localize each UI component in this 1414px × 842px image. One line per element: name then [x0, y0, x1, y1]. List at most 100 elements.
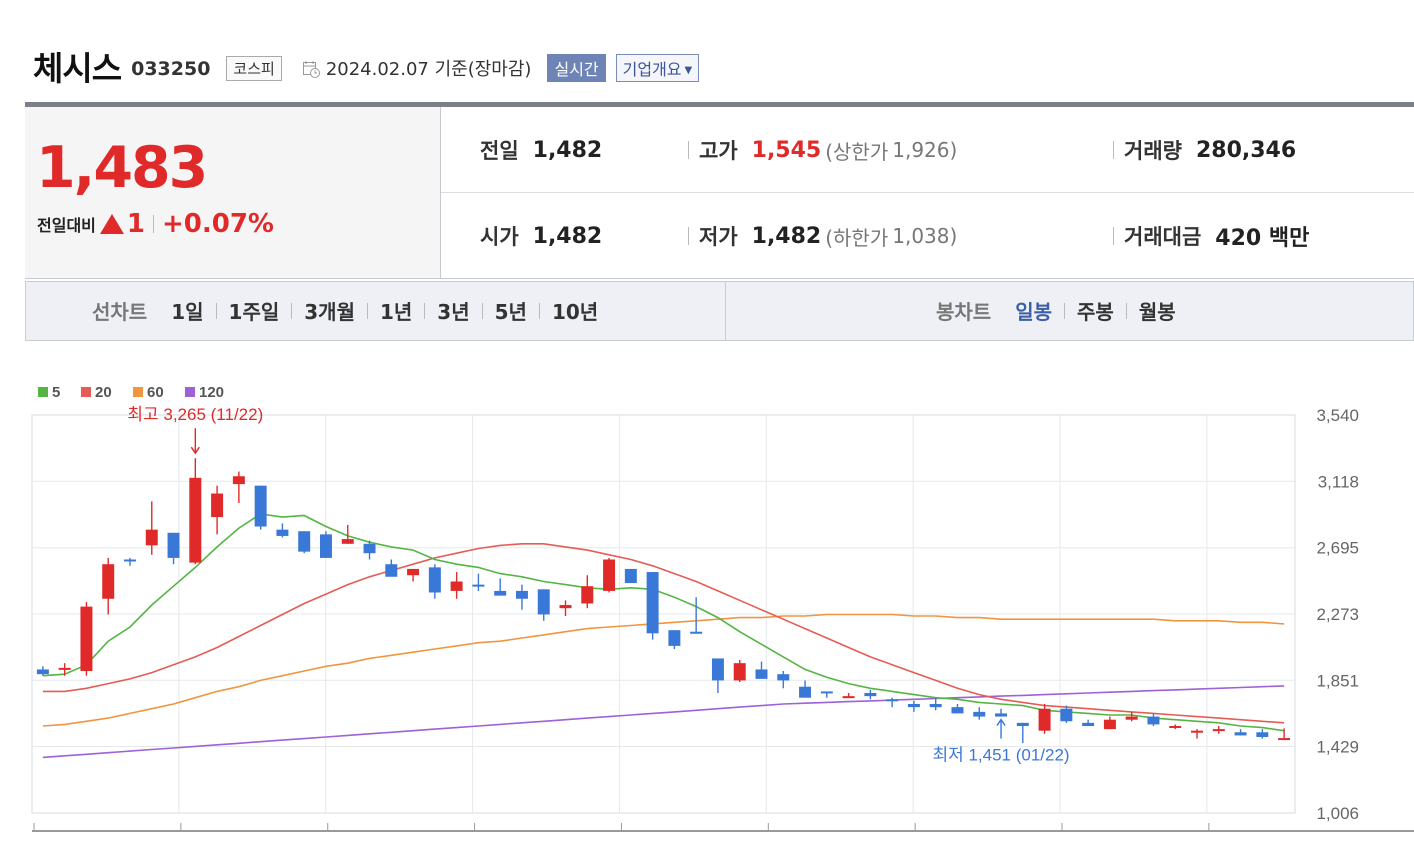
y-tick-label: 2,695 — [1316, 539, 1359, 558]
candle-body — [559, 605, 572, 609]
stat-prev-close: 전일 1,482 — [480, 135, 602, 165]
stat-label: 저가 — [699, 225, 738, 249]
candle-body — [1212, 729, 1225, 732]
ma60-line — [42, 613, 1285, 727]
ma20-line — [42, 543, 1285, 724]
line-period-4[interactable]: 3년 — [437, 300, 470, 324]
change-value: 1 — [126, 209, 145, 239]
company-overview-dropdown[interactable]: 기업개요 ▼ — [615, 54, 700, 82]
quote-summary: 1,483 전일대비 1 +0.07% 전일 1,482 시가 1,482 고가… — [25, 107, 1414, 279]
change-percent: +0.07% — [161, 209, 274, 239]
stat-high: 고가 1,545 (상한가 1,926 ) — [688, 135, 957, 165]
candle-body — [450, 581, 463, 591]
line-period-1[interactable]: 1주일 — [228, 300, 280, 324]
divider — [215, 302, 217, 319]
candle-body — [1169, 725, 1182, 728]
candle-body — [995, 713, 1008, 717]
candle-body — [668, 630, 681, 646]
candle-body — [1082, 722, 1095, 726]
legend-swatch — [38, 387, 48, 397]
line-period-3[interactable]: 1년 — [379, 300, 413, 324]
divider — [688, 227, 689, 245]
candle-chart-periods: 봉차트 일봉 주봉 월봉 — [936, 296, 1176, 325]
market-badge: 코스피 — [226, 55, 282, 81]
candle-body — [167, 532, 180, 558]
row-divider — [441, 192, 1414, 193]
divider — [725, 282, 726, 340]
current-price: 1,483 — [36, 135, 208, 201]
low-arrow-head — [996, 718, 1006, 726]
company-overview-label: 기업개요 — [622, 60, 682, 79]
candle-body — [1234, 732, 1247, 736]
candle-body — [80, 606, 93, 672]
y-tick-label: 3,118 — [1318, 472, 1359, 491]
realtime-button[interactable]: 실시간 — [547, 54, 606, 82]
candle-period-2[interactable]: 월봉 — [1138, 300, 1176, 324]
candlestick-chart: 3,540 3,118 2,695 2,273 1,851 1,429 1,006 5 20 60… — [31, 384, 1414, 832]
candle-body — [319, 534, 332, 558]
line-chart-periods: 선차트 1일 1주일 3개월 1년 3년 5년 10년 — [92, 296, 598, 325]
divider — [424, 302, 426, 319]
stat-label: 전일 — [480, 139, 519, 163]
divider — [1113, 227, 1114, 245]
stat-label: 고가 — [699, 139, 738, 163]
upper-limit-label: (상한가 — [825, 139, 889, 164]
candle-body — [1103, 719, 1116, 730]
divider — [1113, 141, 1114, 159]
candle-body — [886, 699, 899, 702]
stat-label: 거래량 — [1124, 139, 1182, 163]
stat-label: 거래대금 — [1124, 225, 1202, 249]
stat-amount: 거래대금 420 백만 — [1113, 221, 1309, 251]
y-tick-label: 3,540 — [1316, 406, 1359, 425]
line-period-6[interactable]: 10년 — [551, 300, 599, 324]
candle-body — [1125, 716, 1138, 720]
upper-limit-value: 1,926 — [892, 138, 950, 162]
y-tick-label: 1,429 — [1316, 738, 1359, 757]
stat-low: 저가 1,482 (하한가 1,038 ) — [688, 221, 957, 251]
y-tick-label: 1,006 — [1316, 804, 1359, 823]
lower-limit-value: 1,038 — [892, 224, 950, 248]
line-chart-title: 선차트 — [92, 300, 148, 324]
divider — [481, 302, 483, 319]
candle-body — [58, 667, 71, 670]
high-arrow-head — [190, 446, 200, 455]
candle-body — [755, 669, 768, 679]
candle-period-1[interactable]: 주봉 — [1077, 300, 1114, 324]
legend-swatch — [81, 387, 91, 397]
legend-swatch — [133, 387, 143, 397]
stat-value: 420 백만 — [1215, 226, 1310, 251]
candle-body — [973, 711, 986, 717]
candle-body — [864, 693, 877, 697]
line-period-5[interactable]: 5년 — [494, 300, 527, 324]
header-divider — [25, 102, 1414, 107]
candle-body — [254, 485, 267, 527]
high-annotation: 최고 3,265 (11/22) — [127, 405, 263, 424]
divider — [152, 215, 154, 233]
candle-body — [799, 686, 812, 698]
candle-body — [603, 559, 616, 591]
candle-body — [537, 589, 550, 615]
stat-label: 시가 — [480, 225, 519, 249]
current-price-box: 1,483 전일대비 1 +0.07% — [25, 107, 441, 278]
candle-body — [1016, 722, 1029, 726]
stat-volume: 거래량 280,346 — [1113, 135, 1296, 165]
paren-close: ) — [949, 138, 958, 162]
candle-body — [820, 691, 833, 694]
candle-body — [690, 631, 703, 634]
candle-body — [472, 584, 485, 587]
stock-header: 체시스 033250 코스피 2024.02.07 기준(장마감) 실시간 기업… — [33, 44, 700, 88]
candle-body — [777, 674, 790, 681]
stat-value: 1,482 — [532, 137, 603, 163]
line-period-2[interactable]: 3개월 — [304, 300, 355, 324]
candle-body — [1038, 708, 1051, 731]
calendar-clock-icon — [302, 60, 320, 78]
divider — [538, 302, 540, 319]
line-period-0[interactable]: 1일 — [171, 300, 204, 324]
chart-period-bar: 선차트 1일 1주일 3개월 1년 3년 5년 10년 봉차트 일봉 주봉 월봉 — [25, 281, 1414, 341]
candle-period-0[interactable]: 일봉 — [1015, 300, 1053, 324]
reference-date: 2024.02.07 기준(장마감) — [325, 59, 532, 80]
candle-body — [298, 531, 311, 552]
y-tick-label: 2,273 — [1316, 605, 1359, 624]
candle-body — [407, 568, 420, 576]
lower-limit-label: (하한가 — [825, 225, 889, 250]
